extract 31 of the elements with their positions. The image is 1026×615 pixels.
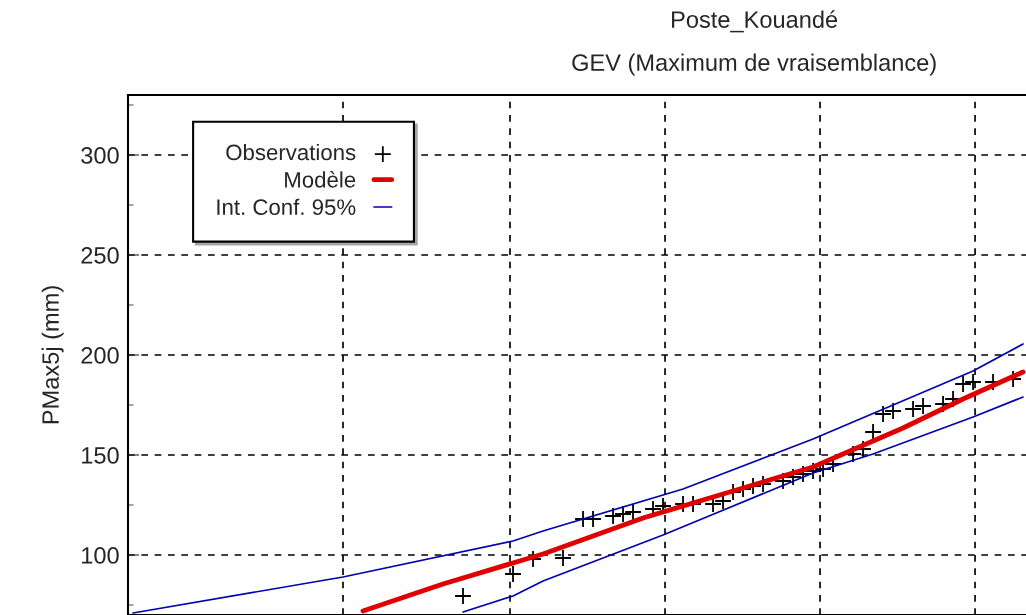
legend-label: Int. Conf. 95% <box>217 198 356 216</box>
point <box>454 587 472 605</box>
point <box>624 503 642 521</box>
point <box>964 373 982 391</box>
line-series <box>360 369 1026 614</box>
point <box>914 397 932 415</box>
point <box>874 405 892 423</box>
point <box>954 375 972 393</box>
point <box>614 505 632 523</box>
y-tick-label: 250 <box>81 247 119 264</box>
point <box>884 402 902 420</box>
chart-title: Poste_Kouandé <box>672 10 838 33</box>
point <box>774 472 792 490</box>
point <box>904 400 922 418</box>
line-series <box>132 343 1024 614</box>
y-tick-label: 200 <box>81 347 119 364</box>
chart-subtitle: GEV (Maximum de vraisemblance) <box>572 53 936 76</box>
point <box>604 507 622 525</box>
y-axis-title: PMax5j (mm) <box>41 286 64 424</box>
legend-label: Modèle <box>285 171 356 188</box>
point <box>794 465 812 483</box>
point <box>864 423 882 441</box>
point <box>784 468 802 486</box>
line-series <box>462 396 1024 613</box>
point <box>554 549 572 567</box>
point <box>804 462 822 480</box>
y-tick-label: 300 <box>81 147 119 164</box>
y-tick-label: 150 <box>82 447 119 464</box>
y-tick-label: 100 <box>82 547 119 564</box>
point <box>504 565 522 583</box>
legend-label: Observations <box>226 143 356 161</box>
